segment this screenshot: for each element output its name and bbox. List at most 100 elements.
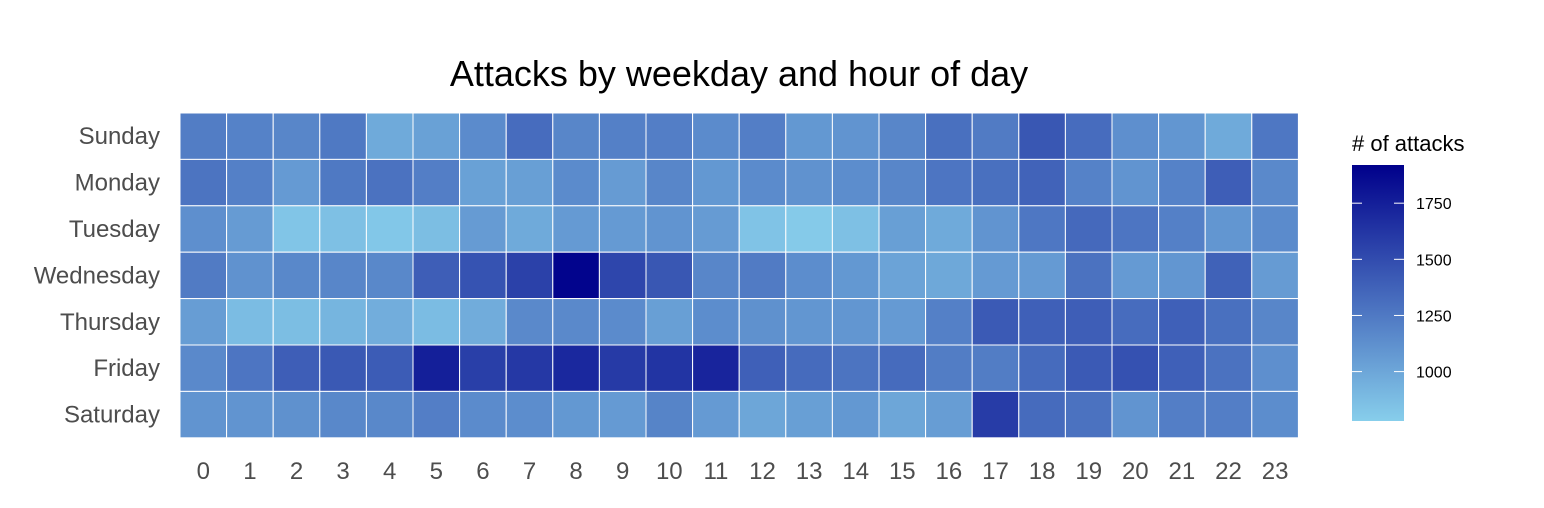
heatmap-cell: [831, 344, 880, 392]
heatmap-cell: [1158, 390, 1206, 439]
heatmap-cell: [645, 112, 694, 160]
heatmap-cell: [1251, 112, 1299, 160]
heatmap-cell: [1251, 390, 1299, 439]
legend-tick-label: 1750: [1416, 196, 1452, 213]
heatmap-cell: [785, 344, 833, 392]
legend: # of attacks 1000 1250 1500 1750: [1352, 131, 1465, 421]
heatmap-cell: [971, 251, 1020, 300]
heatmap-cell: [319, 205, 367, 253]
heatmap-cell: [785, 112, 833, 160]
heatmap-cell: [365, 344, 414, 392]
x-axis-labels: 0 1 2 3 4 5 6 7 8 9 10 11 12 13 14 15 16 17 18 19 20 21 22 23: [197, 458, 1289, 485]
heatmap-cell: [552, 344, 600, 392]
heatmap-cell: [878, 158, 927, 207]
heatmap-cell: [412, 251, 461, 300]
x-tick-label: 18: [1029, 458, 1056, 485]
heatmap-cell: [878, 298, 927, 346]
heatmap-cell: [1064, 344, 1113, 392]
heatmap-cell: [645, 158, 694, 207]
heatmap-cell: [459, 112, 507, 160]
x-tick-label: 0: [197, 458, 210, 485]
heatmap-cell: [645, 298, 694, 346]
heatmap-cell: [272, 298, 321, 346]
heatmap-cell: [738, 298, 787, 346]
heatmap-cell: [971, 205, 1020, 253]
y-tick-label: Wednesday: [34, 262, 160, 289]
heatmap-cell: [412, 390, 461, 439]
heatmap-cell: [692, 390, 740, 439]
heatmap-cell: [925, 251, 973, 300]
heatmap-cell: [226, 205, 274, 253]
heatmap-cell: [925, 298, 973, 346]
heatmap-cell: [179, 158, 228, 207]
heatmap-cell: [598, 112, 647, 160]
heatmap-cell: [1018, 112, 1066, 160]
heatmap-cell: [179, 390, 228, 439]
heatmap-cell: [645, 251, 694, 300]
x-tick-label: 21: [1169, 458, 1196, 485]
heatmap-cell: [459, 298, 507, 346]
x-tick-label: 8: [569, 458, 582, 485]
x-tick-label: 16: [936, 458, 963, 485]
heatmap-cell: [1064, 205, 1113, 253]
heatmap-cell: [738, 251, 787, 300]
x-tick-label: 23: [1262, 458, 1289, 485]
heatmap-cell: [1064, 298, 1113, 346]
legend-tick-label: 1500: [1416, 252, 1452, 269]
heatmap-cell: [552, 390, 600, 439]
heatmap-cell: [598, 298, 647, 346]
heatmap-cell: [1064, 112, 1113, 160]
heatmap-cell: [1111, 251, 1160, 300]
heatmap-cell: [552, 112, 600, 160]
heatmap-cell: [1111, 298, 1160, 346]
heatmap-cell: [925, 390, 973, 439]
heatmap-cell: [1204, 205, 1253, 253]
x-tick-label: 1: [243, 458, 256, 485]
heatmap-cell: [319, 112, 367, 160]
x-tick-label: 19: [1075, 458, 1102, 485]
y-tick-label: Thursday: [60, 309, 160, 336]
x-tick-label: 12: [749, 458, 776, 485]
heatmap-cell: [1111, 390, 1160, 439]
heatmap-cell: [365, 158, 414, 207]
x-tick-label: 17: [982, 458, 1009, 485]
heatmap-cell: [319, 298, 367, 346]
heatmap-cell: [785, 251, 833, 300]
heatmap-cell: [272, 251, 321, 300]
heatmap-cell: [692, 112, 740, 160]
heatmap-cell: [1251, 205, 1299, 253]
heatmap-cell: [1018, 251, 1066, 300]
heatmap-cell: [272, 112, 321, 160]
heatmap-cell: [226, 112, 274, 160]
x-tick-label: 13: [796, 458, 823, 485]
heatmap-cell: [412, 344, 461, 392]
heatmap-cells: [179, 112, 1299, 439]
heatmap-cell: [505, 298, 554, 346]
heatmap-cell: [412, 205, 461, 253]
heatmap-cell: [878, 344, 927, 392]
heatmap-cell: [412, 112, 461, 160]
x-tick-label: 9: [616, 458, 629, 485]
heatmap-cell: [552, 298, 600, 346]
heatmap-cell: [1204, 251, 1253, 300]
heatmap-cell: [1204, 390, 1253, 439]
heatmap-cell: [785, 298, 833, 346]
heatmap-cell: [1251, 298, 1299, 346]
heatmap-cell: [179, 344, 228, 392]
heatmap-cell: [831, 390, 880, 439]
x-tick-label: 4: [383, 458, 396, 485]
heatmap-cell: [505, 390, 554, 439]
heatmap-cell: [1158, 205, 1206, 253]
heatmap-cell: [831, 158, 880, 207]
heatmap-cell: [505, 205, 554, 253]
heatmap-cell: [412, 298, 461, 346]
heatmap-cell: [645, 390, 694, 439]
heatmap-cell: [365, 112, 414, 160]
x-tick-label: 6: [476, 458, 489, 485]
heatmap-cell: [785, 205, 833, 253]
heatmap-cell: [1111, 205, 1160, 253]
heatmap-cell: [1251, 158, 1299, 207]
x-tick-label: 14: [842, 458, 869, 485]
y-axis-labels: Sunday Monday Tuesday Wednesday Thursday Frid…: [34, 123, 160, 428]
heatmap-cell: [598, 158, 647, 207]
